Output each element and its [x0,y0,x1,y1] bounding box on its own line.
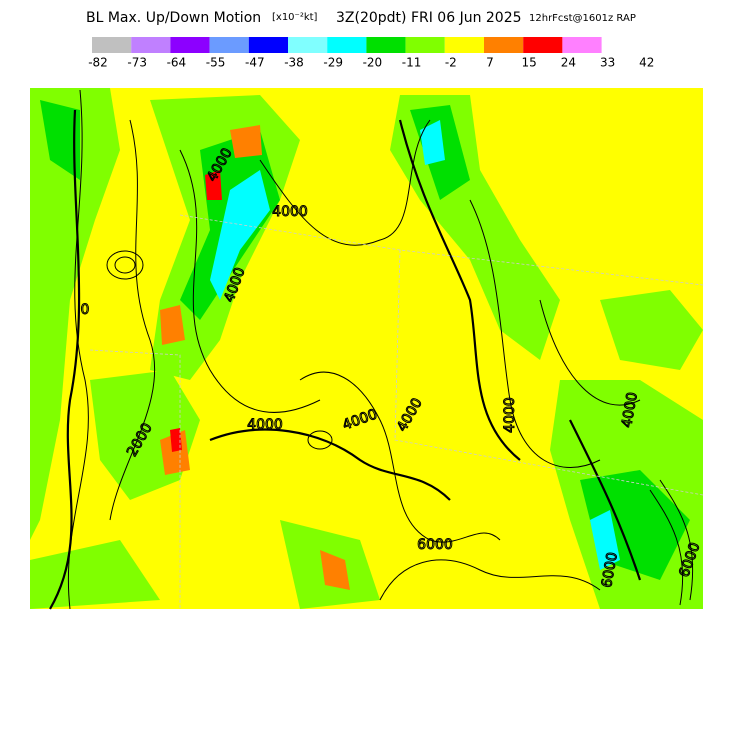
contour-label: 4000 [502,397,518,433]
legend-swatch [484,37,524,53]
legend-swatch [366,37,406,53]
legend-swatch [405,37,445,53]
legend-swatch [523,37,563,53]
contour-label: 0 [81,302,90,318]
valid-time: 3Z(20pdt) FRI 06 Jun 2025 [336,10,522,26]
legend-label: -73 [127,56,147,70]
legend-label: 15 [522,56,537,70]
legend-label: -20 [363,56,383,70]
legend-swatch [288,37,328,53]
legend-label: 7 [486,56,494,70]
legend-swatch [444,37,484,53]
legend-label: 33 [600,56,615,70]
units: [x10⁻²kt] [272,12,318,23]
contour-label: 4000 [247,417,283,433]
contours [67,89,694,610]
legend-label: -82 [88,56,108,70]
sink-areas [160,125,350,590]
legend-label: -47 [245,56,265,70]
legend-label: -11 [402,56,422,70]
contour-label: 4000 [619,391,641,429]
legend-label: -55 [206,56,226,70]
contour-label: 6000 [417,537,453,553]
legend-swatch [209,37,249,53]
legend-label: -2 [445,56,457,70]
legend: -82 -73 -64 -55 -47 -38 -29 -20 -11 -2 7 15 24 33 42 [88,37,654,70]
sink-strong [170,170,222,452]
legend-label: -38 [284,56,304,70]
boundaries [89,214,704,609]
legend-swatch [327,37,367,53]
major-contours [49,109,642,610]
legend-swatch [131,37,171,53]
legend-label: 42 [639,56,654,70]
lift-cyan [210,120,620,570]
legend-swatch [170,37,210,53]
legend-label: -29 [323,56,343,70]
contour-label: 6000 [599,551,621,589]
title: BL Max. Up/Down Motion [86,10,261,26]
legend-label: -64 [167,56,187,70]
legend-swatch [92,37,132,53]
legend-swatch [562,37,602,53]
forecast: 12hrFcst@1601z RAP [529,13,636,24]
legend-swatch [248,37,288,53]
legend-label: 24 [561,56,576,70]
contour-label: 4000 [272,204,308,220]
